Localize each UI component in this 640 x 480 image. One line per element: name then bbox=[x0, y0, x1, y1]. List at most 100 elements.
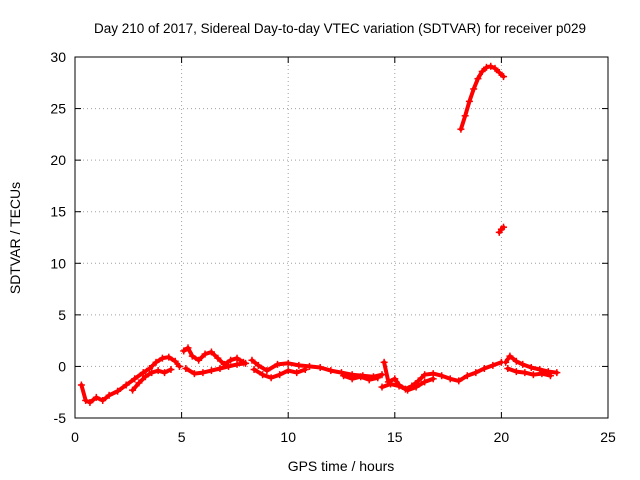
data-point bbox=[77, 381, 85, 389]
series-segment-9 bbox=[378, 375, 437, 394]
data-point bbox=[233, 354, 241, 362]
data-point bbox=[316, 363, 324, 371]
data-point bbox=[527, 363, 535, 371]
series-segment-7 bbox=[340, 372, 382, 384]
data-point bbox=[301, 366, 309, 374]
series-segment-2 bbox=[129, 366, 175, 394]
data-point bbox=[180, 347, 188, 355]
data-point bbox=[216, 364, 224, 372]
series-segment-4 bbox=[182, 359, 250, 378]
series-segment-6 bbox=[250, 366, 309, 382]
data-point bbox=[500, 223, 508, 231]
data-point bbox=[129, 386, 137, 394]
chart-title: Day 210 of 2017, Sidereal Day-to-day VTE… bbox=[94, 21, 586, 36]
x-axis-label: GPS time / hours bbox=[288, 458, 395, 474]
data-point bbox=[395, 382, 403, 390]
y-tick-label: 30 bbox=[50, 49, 66, 65]
y-tick-label: 25 bbox=[50, 101, 66, 117]
y-tick-label: 10 bbox=[50, 255, 66, 271]
data-point bbox=[122, 381, 130, 389]
x-tick-label: 25 bbox=[600, 429, 616, 445]
data-point bbox=[242, 359, 250, 367]
data-point bbox=[357, 373, 365, 381]
data-point bbox=[184, 344, 192, 352]
data-point bbox=[529, 371, 537, 379]
data-point bbox=[412, 383, 420, 391]
data-point bbox=[263, 367, 271, 375]
data-point bbox=[546, 372, 554, 380]
plot-frame bbox=[74, 56, 609, 419]
data-point bbox=[259, 371, 267, 379]
data-point bbox=[478, 67, 486, 75]
data-point bbox=[438, 372, 446, 380]
y-tick-label: 0 bbox=[58, 358, 66, 374]
data-point bbox=[190, 370, 198, 378]
data-point bbox=[455, 377, 463, 385]
data-point bbox=[171, 357, 179, 365]
data-point bbox=[254, 361, 262, 369]
data-point bbox=[188, 352, 196, 360]
y-tick-label: 5 bbox=[58, 307, 66, 323]
data-point bbox=[446, 375, 454, 383]
data-point bbox=[148, 369, 156, 377]
data-point bbox=[536, 366, 544, 374]
series-segment-13 bbox=[495, 223, 508, 236]
series-line bbox=[458, 64, 506, 132]
data-point bbox=[199, 369, 207, 377]
data-point bbox=[404, 386, 412, 394]
data-point bbox=[482, 63, 490, 71]
data-point bbox=[284, 359, 292, 367]
data-point bbox=[491, 64, 499, 72]
data-point bbox=[135, 379, 143, 387]
data-point bbox=[165, 353, 173, 361]
data-point bbox=[276, 371, 284, 379]
x-tick-label: 15 bbox=[387, 429, 403, 445]
data-point bbox=[154, 367, 162, 375]
data-point bbox=[538, 370, 546, 378]
data-point bbox=[201, 350, 209, 358]
data-point bbox=[340, 372, 348, 380]
x-tick-label: 20 bbox=[494, 429, 510, 445]
data-point bbox=[472, 369, 480, 377]
data-point bbox=[92, 393, 100, 401]
x-tick-label: 0 bbox=[71, 429, 79, 445]
data-point bbox=[506, 352, 514, 360]
data-point bbox=[465, 97, 473, 105]
data-point bbox=[365, 376, 373, 384]
data-point bbox=[295, 361, 303, 369]
data-point bbox=[348, 375, 356, 383]
data-point bbox=[461, 112, 469, 120]
data-point bbox=[487, 62, 495, 70]
data-point bbox=[521, 369, 529, 377]
data-point bbox=[374, 374, 382, 382]
data-point bbox=[293, 369, 301, 377]
data-point bbox=[161, 369, 169, 377]
series-segment-3 bbox=[180, 344, 247, 368]
data-point bbox=[225, 362, 233, 370]
data-point bbox=[387, 380, 395, 388]
x-tick-label: 10 bbox=[280, 429, 296, 445]
data-point bbox=[327, 367, 335, 375]
data-point bbox=[378, 371, 386, 379]
data-point bbox=[182, 364, 190, 372]
series-segment-11 bbox=[504, 364, 554, 380]
data-series-group bbox=[77, 62, 561, 407]
data-point bbox=[227, 356, 235, 364]
data-point bbox=[463, 372, 471, 380]
data-point bbox=[391, 375, 399, 383]
data-point bbox=[421, 371, 429, 379]
data-point bbox=[306, 362, 314, 370]
data-point bbox=[131, 375, 139, 383]
data-point bbox=[158, 354, 166, 362]
data-point bbox=[274, 360, 282, 368]
data-point bbox=[414, 377, 422, 385]
data-point bbox=[114, 387, 122, 395]
grid-lines bbox=[75, 57, 608, 418]
data-point bbox=[502, 358, 510, 366]
data-point bbox=[146, 364, 154, 372]
data-point bbox=[284, 367, 292, 375]
data-point bbox=[86, 399, 94, 407]
data-point bbox=[500, 73, 508, 81]
